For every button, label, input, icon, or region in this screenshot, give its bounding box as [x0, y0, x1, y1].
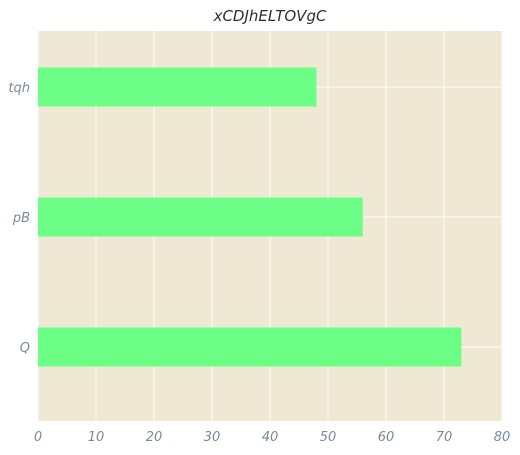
bars	[38, 67, 462, 367]
x-tick-label: 70	[436, 430, 453, 445]
x-tick-label: 10	[88, 430, 105, 445]
x-tick-label: 0	[34, 430, 42, 445]
y-axis-tick-labels: tqh pB Q	[8, 81, 30, 356]
bar-Q	[38, 327, 462, 367]
chart-title: xCDJhELTOVgC	[213, 7, 327, 25]
x-tick-label: 50	[320, 430, 337, 445]
bar-pB	[38, 197, 363, 237]
y-tick-label: pB	[12, 211, 30, 226]
x-axis-tick-labels: 0 10 20 30 40 50 60 70 80	[34, 430, 510, 445]
y-tick-label: Q	[20, 341, 30, 356]
x-tick-label: 20	[146, 430, 163, 445]
y-tick-label: tqh	[8, 81, 30, 96]
bar-tqh	[38, 67, 317, 107]
x-tick-label: 60	[378, 430, 395, 445]
x-tick-label: 80	[494, 430, 511, 445]
x-tick-label: 40	[262, 430, 279, 445]
x-tick-label: 30	[204, 430, 221, 445]
